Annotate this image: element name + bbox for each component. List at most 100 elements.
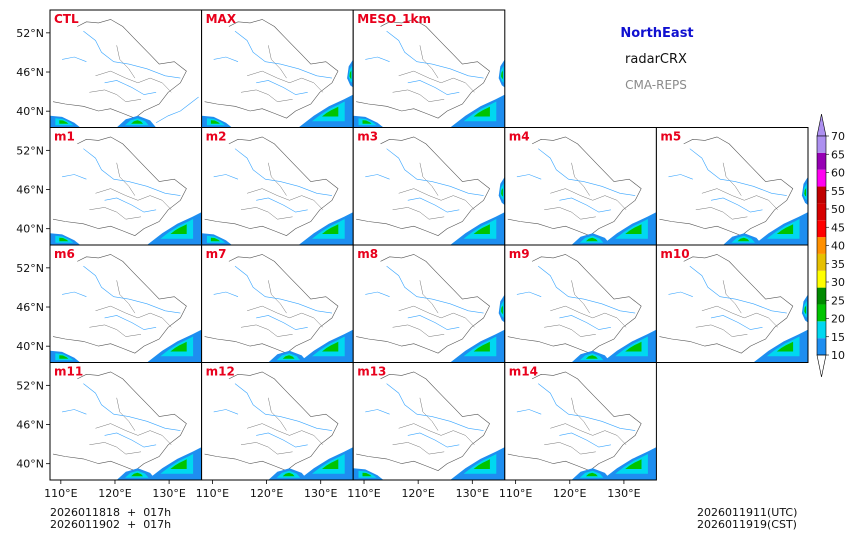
colorbar-segment (817, 270, 826, 288)
province-border (571, 397, 590, 431)
province-border (722, 162, 742, 196)
province-border (116, 45, 136, 79)
province-border (268, 280, 287, 314)
panel-title: m11 (54, 365, 83, 379)
province-border (89, 324, 142, 337)
radar-echo-peak (59, 355, 69, 359)
province-border (89, 442, 142, 455)
river-line (213, 291, 239, 297)
river-line (559, 432, 611, 448)
colorbar-label: 15 (831, 331, 845, 344)
map-panel-meso_1km: MESO_1km (352, 9, 506, 128)
river-line (213, 409, 239, 415)
lon-tick-label: 120°E (98, 487, 131, 500)
panel-title: m5 (660, 130, 681, 144)
river-line (256, 197, 308, 213)
province-border (89, 207, 142, 220)
radar-echo-peak (737, 237, 750, 242)
province-border (392, 207, 445, 220)
river-line (516, 409, 542, 415)
map-panel-m13: m13 (352, 362, 506, 481)
panel-title: m1 (54, 130, 75, 144)
map-panel-m9: m9 (504, 244, 657, 363)
radar-echo-peak (776, 341, 794, 352)
river-line (256, 432, 308, 448)
colorbar-label: 65 (831, 148, 845, 161)
river-line (234, 30, 333, 79)
lon-tick-label: 120°E (250, 487, 283, 500)
river-line (83, 383, 181, 431)
province-border (52, 254, 187, 354)
map-panel-m3: m3 (352, 127, 506, 246)
lon-tick-label: 110°E (196, 487, 229, 500)
province-border (398, 305, 475, 328)
river-line (689, 148, 787, 196)
province-border (419, 162, 439, 196)
province-border (116, 162, 136, 196)
panel-title: m4 (509, 130, 530, 144)
colorbar-label: 20 (831, 313, 845, 326)
radar-echo-peak (322, 459, 339, 469)
lon-tick-label: 130°E (607, 487, 640, 500)
river-line (538, 148, 636, 196)
colorbar-label: 50 (831, 203, 845, 216)
radar-echo-peak (585, 355, 598, 359)
province-border (95, 305, 172, 328)
map-panel-m12: m12 (201, 362, 354, 481)
river-line (234, 148, 333, 196)
lon-tick-label: 120°E (553, 487, 586, 500)
river-line (386, 30, 484, 79)
colorbar-label: 60 (831, 167, 845, 180)
province-border (52, 19, 187, 119)
province-border (268, 397, 287, 431)
province-border (95, 70, 172, 93)
radar-echo-peak (501, 70, 503, 79)
colorbar: 10 15 20 25 30 35 40 45 50 55 60 65 70 (816, 113, 845, 378)
colorbar-label: 45 (831, 221, 845, 234)
panel-title: m2 (206, 130, 227, 144)
colorbar-label: 25 (831, 294, 845, 307)
panel-background (50, 10, 202, 128)
radar-echo-peak (59, 237, 69, 242)
map-panel-m10: m10 (655, 244, 809, 363)
province-border (392, 89, 445, 102)
province-border (398, 70, 475, 93)
province-border (247, 305, 324, 328)
radar-echo-peak (501, 188, 503, 197)
panel-title: m13 (357, 365, 386, 379)
province-border (95, 423, 172, 445)
river-line (668, 291, 693, 297)
lat-tick-label: 52°N (16, 262, 44, 275)
lat-tick-label: 52°N (16, 144, 44, 157)
river-line (62, 56, 87, 62)
province-border (571, 162, 590, 196)
radar-echo-peak (585, 472, 598, 477)
province-border (701, 305, 778, 328)
province-border (507, 371, 642, 471)
river-line (516, 174, 542, 180)
province-border (544, 207, 596, 220)
radar-echo-peak (362, 120, 372, 124)
colorbar-segment (817, 203, 826, 221)
river-line (516, 291, 542, 297)
river-line (559, 197, 611, 213)
province-border (695, 207, 748, 220)
radar-echo-peak (625, 224, 642, 234)
lat-tick-label: 40°N (16, 458, 44, 471)
radar-echo-peak (501, 305, 503, 314)
lat-tick-label: 40°N (16, 223, 44, 236)
province-border (356, 254, 490, 354)
info-legend: NorthEast radarCRX CMA-REPS (620, 26, 693, 92)
radar-echo-peak (322, 106, 339, 117)
river-line (234, 383, 333, 431)
lon-tick-label: 120°E (401, 487, 434, 500)
lon-tick-label: 130°E (152, 487, 185, 500)
map-panel-m11: m11 (49, 362, 203, 481)
river-line (365, 56, 390, 62)
province-border (116, 397, 136, 431)
river-line (407, 315, 460, 330)
colorbar-label: 70 (831, 130, 845, 143)
product-label: radarCRX (625, 52, 687, 67)
radar-echo-peak (210, 120, 220, 124)
province-border (507, 254, 642, 354)
